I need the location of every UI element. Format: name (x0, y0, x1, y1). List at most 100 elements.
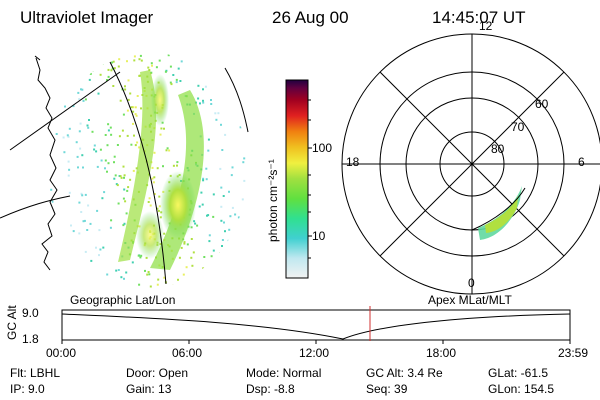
speckle-pixel (107, 129, 110, 132)
aurora-oval (478, 186, 522, 240)
speckle-pixel (217, 262, 220, 265)
speckle-pixel (224, 90, 227, 93)
speckle-pixel (162, 165, 164, 168)
gain-info: Gain: 13 (126, 382, 172, 396)
speckle-pixel (125, 271, 128, 274)
speckle-pixel (177, 67, 180, 70)
speckle-pixel (205, 167, 208, 170)
gc-alt-info: GC Alt: 3.4 Re (366, 366, 443, 380)
speckle-pixel (180, 246, 183, 249)
speckle-pixel (134, 144, 137, 147)
speckle-pixel (153, 193, 156, 195)
speckle-pixel (139, 54, 142, 57)
speckle-pixel (133, 134, 135, 137)
speckle-pixel (118, 58, 121, 61)
speckle-pixel (109, 226, 112, 229)
speckle-pixel (80, 211, 83, 213)
speckle-pixel (175, 78, 178, 81)
speckle-pixel (116, 184, 119, 187)
speckle-pixel (239, 261, 242, 264)
speckle-pixel (202, 267, 205, 270)
speckle-pixel (50, 91, 53, 94)
speckle-pixel (196, 224, 199, 227)
speckle-pixel (222, 195, 225, 197)
speckle-pixel (84, 250, 87, 253)
speckle-pixel (158, 195, 161, 198)
speckle-pixel (153, 176, 156, 179)
seq-info: Seq: 39 (366, 382, 408, 396)
right-panel-caption: Apex MLat/MLT (428, 293, 512, 307)
speckle-pixel (101, 62, 104, 65)
speckle-pixel (156, 207, 159, 210)
speckle-pixel (188, 278, 191, 281)
timeline-xtick: 06:00 (172, 346, 203, 360)
speckle-pixel (110, 69, 113, 72)
aurora-bands (118, 70, 204, 270)
speckle-pixel (119, 175, 122, 178)
instrument-title: Ultraviolet Imager (20, 8, 154, 27)
speckle-pixel (68, 191, 71, 194)
speckle-pixel (239, 126, 242, 129)
speckle-pixel (156, 283, 159, 286)
speckle-pixel (123, 176, 125, 179)
speckle-pixel (68, 273, 71, 276)
speckle-pixel (116, 144, 119, 146)
speckle-pixel (191, 264, 194, 267)
speckle-pixel (183, 241, 186, 244)
speckle-pixel (231, 166, 234, 169)
speckle-pixel (211, 265, 214, 267)
speckle-pixel (99, 73, 102, 76)
speckle-pixel (91, 69, 94, 72)
speckle-pixel (117, 65, 120, 68)
speckle-pixel (138, 58, 141, 61)
speckle-pixel (216, 61, 219, 64)
speckle-pixel (159, 216, 162, 219)
speckle-pixel (83, 54, 86, 57)
speckle-pixel (105, 54, 108, 56)
speckle-pixel (163, 232, 166, 235)
speckle-pixel (67, 160, 70, 163)
speckle-pixel (130, 143, 133, 146)
speckle-pixel (205, 65, 207, 68)
speckle-pixel (172, 284, 175, 286)
speckle-pixel (230, 274, 233, 277)
speckle-pixel (139, 256, 142, 259)
speckle-pixel (56, 224, 59, 227)
speckle-pixel (172, 164, 175, 167)
speckle-pixel (207, 149, 210, 152)
speckle-pixel (122, 113, 125, 116)
speckle-pixel (126, 134, 129, 137)
speckle-pixel (186, 243, 189, 246)
speckle-pixel (123, 222, 126, 225)
speckle-pixel (194, 222, 197, 225)
speckle-pixel (109, 126, 112, 129)
mlat-label-80: 80 (491, 142, 505, 156)
speckle-pixel (224, 230, 226, 233)
timeline-frame (61, 309, 571, 341)
speckle-pixel (163, 127, 165, 130)
mlat-label-60: 60 (535, 97, 549, 111)
timeline-axis-label: GC Alt (5, 305, 19, 340)
colorbar-tick-100: 100 (312, 141, 333, 155)
speckle-pixel (126, 189, 129, 192)
speckle-pixel (101, 197, 104, 200)
speckle-pixel (199, 102, 201, 105)
speckle-pixel (160, 127, 163, 130)
speckle-pixel (113, 177, 116, 180)
speckle-pixel (220, 186, 223, 189)
speckle-pixel (59, 282, 62, 285)
speckle-pixel (99, 148, 102, 151)
mlt-label-0: 0 (468, 276, 475, 290)
speckle-pixel (124, 85, 126, 88)
speckle-pixel (113, 155, 116, 158)
speckle-pixel (157, 209, 160, 212)
speckle-pixel (75, 141, 78, 144)
speckle-pixel (70, 224, 72, 227)
speckle-pixel (88, 78, 91, 81)
timeline-xtick: 23:59 (558, 346, 589, 360)
speckle-pixel (122, 224, 125, 227)
speckle-pixel (72, 230, 75, 233)
speckle-pixel (93, 144, 96, 147)
speckle-pixel (82, 220, 85, 223)
timeline-xtick: 18:00 (426, 346, 457, 360)
